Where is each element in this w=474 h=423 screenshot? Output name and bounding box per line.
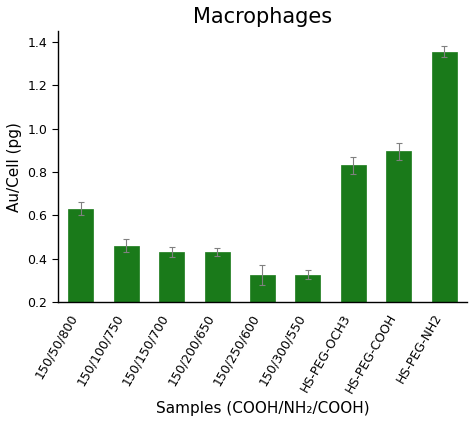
X-axis label: Samples (COOH/NH₂/COOH): Samples (COOH/NH₂/COOH) (155, 401, 369, 416)
Bar (386, 151, 411, 302)
Y-axis label: Au/Cell (pg): Au/Cell (pg) (7, 122, 22, 212)
Bar (114, 246, 138, 302)
Title: Macrophages: Macrophages (193, 7, 332, 27)
Bar (204, 252, 229, 302)
Bar (341, 165, 366, 302)
Bar (68, 209, 93, 302)
Bar (159, 252, 184, 302)
Bar (250, 275, 275, 302)
Bar (432, 52, 457, 302)
Bar (295, 275, 320, 302)
